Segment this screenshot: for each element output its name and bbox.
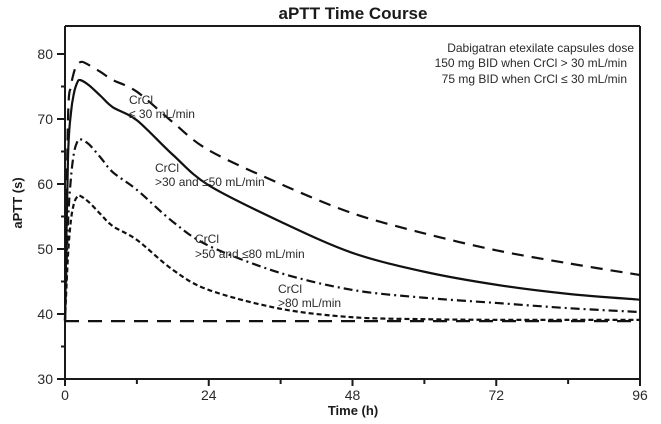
series-line-crcl-series-2 [63, 138, 641, 321]
y-tick-label: 30 [37, 371, 53, 387]
y-ticks: 30 40 50 60 70 80 [37, 46, 65, 387]
chart-title: aPTT Time Course [279, 4, 428, 23]
x-tick-label: 72 [488, 387, 504, 403]
label-crcl-50-80-line2: >50 and ≤80 mL/min [195, 247, 305, 261]
curve-labels: CrCl ≤ 30 mL/min CrCl >30 and ≤50 mL/min… [129, 93, 341, 310]
label-crcl-30-50-line1: CrCl [155, 161, 179, 175]
x-tick-label: 24 [201, 387, 217, 403]
y-axis-label: aPTT (s) [10, 177, 25, 228]
annotation-line-3: 75 mg BID when CrCl ≤ 30 mL/min [442, 72, 627, 86]
label-crcl-30-50-line2: >30 and ≤50 mL/min [155, 175, 265, 189]
dose-annotation: Dabigatran etexilate capsules dose 150 m… [435, 41, 635, 86]
x-axis-label: Time (h) [328, 403, 378, 418]
label-crcl-50-80-line1: CrCl [195, 232, 219, 246]
y-tick-label: 50 [37, 241, 53, 257]
series-line-crcl-series-0 [63, 60, 641, 321]
x-tick-label: 48 [345, 387, 361, 403]
label-crcl-gt80-line2: >80 mL/min [278, 296, 341, 310]
series-layer [63, 60, 641, 323]
x-ticks: 0 24 48 72 96 [61, 379, 648, 403]
label-crcl-le30-line1: CrCl [129, 93, 153, 107]
series-line-crcl-series-1 [63, 78, 641, 321]
x-tick-label: 0 [61, 387, 69, 403]
annotation-line-1: Dabigatran etexilate capsules dose [447, 41, 634, 55]
label-crcl-gt80-line1: CrCl [278, 282, 302, 296]
y-tick-label: 60 [37, 176, 53, 192]
y-tick-label: 70 [37, 111, 53, 127]
series-line-crcl-series-3 [63, 194, 640, 321]
x-tick-label: 96 [632, 387, 648, 403]
y-tick-label: 80 [37, 46, 53, 62]
annotation-line-2: 150 mg BID when CrCl > 30 mL/min [435, 56, 627, 70]
y-tick-label: 40 [37, 306, 53, 322]
label-crcl-le30-line2: ≤ 30 mL/min [129, 107, 195, 121]
